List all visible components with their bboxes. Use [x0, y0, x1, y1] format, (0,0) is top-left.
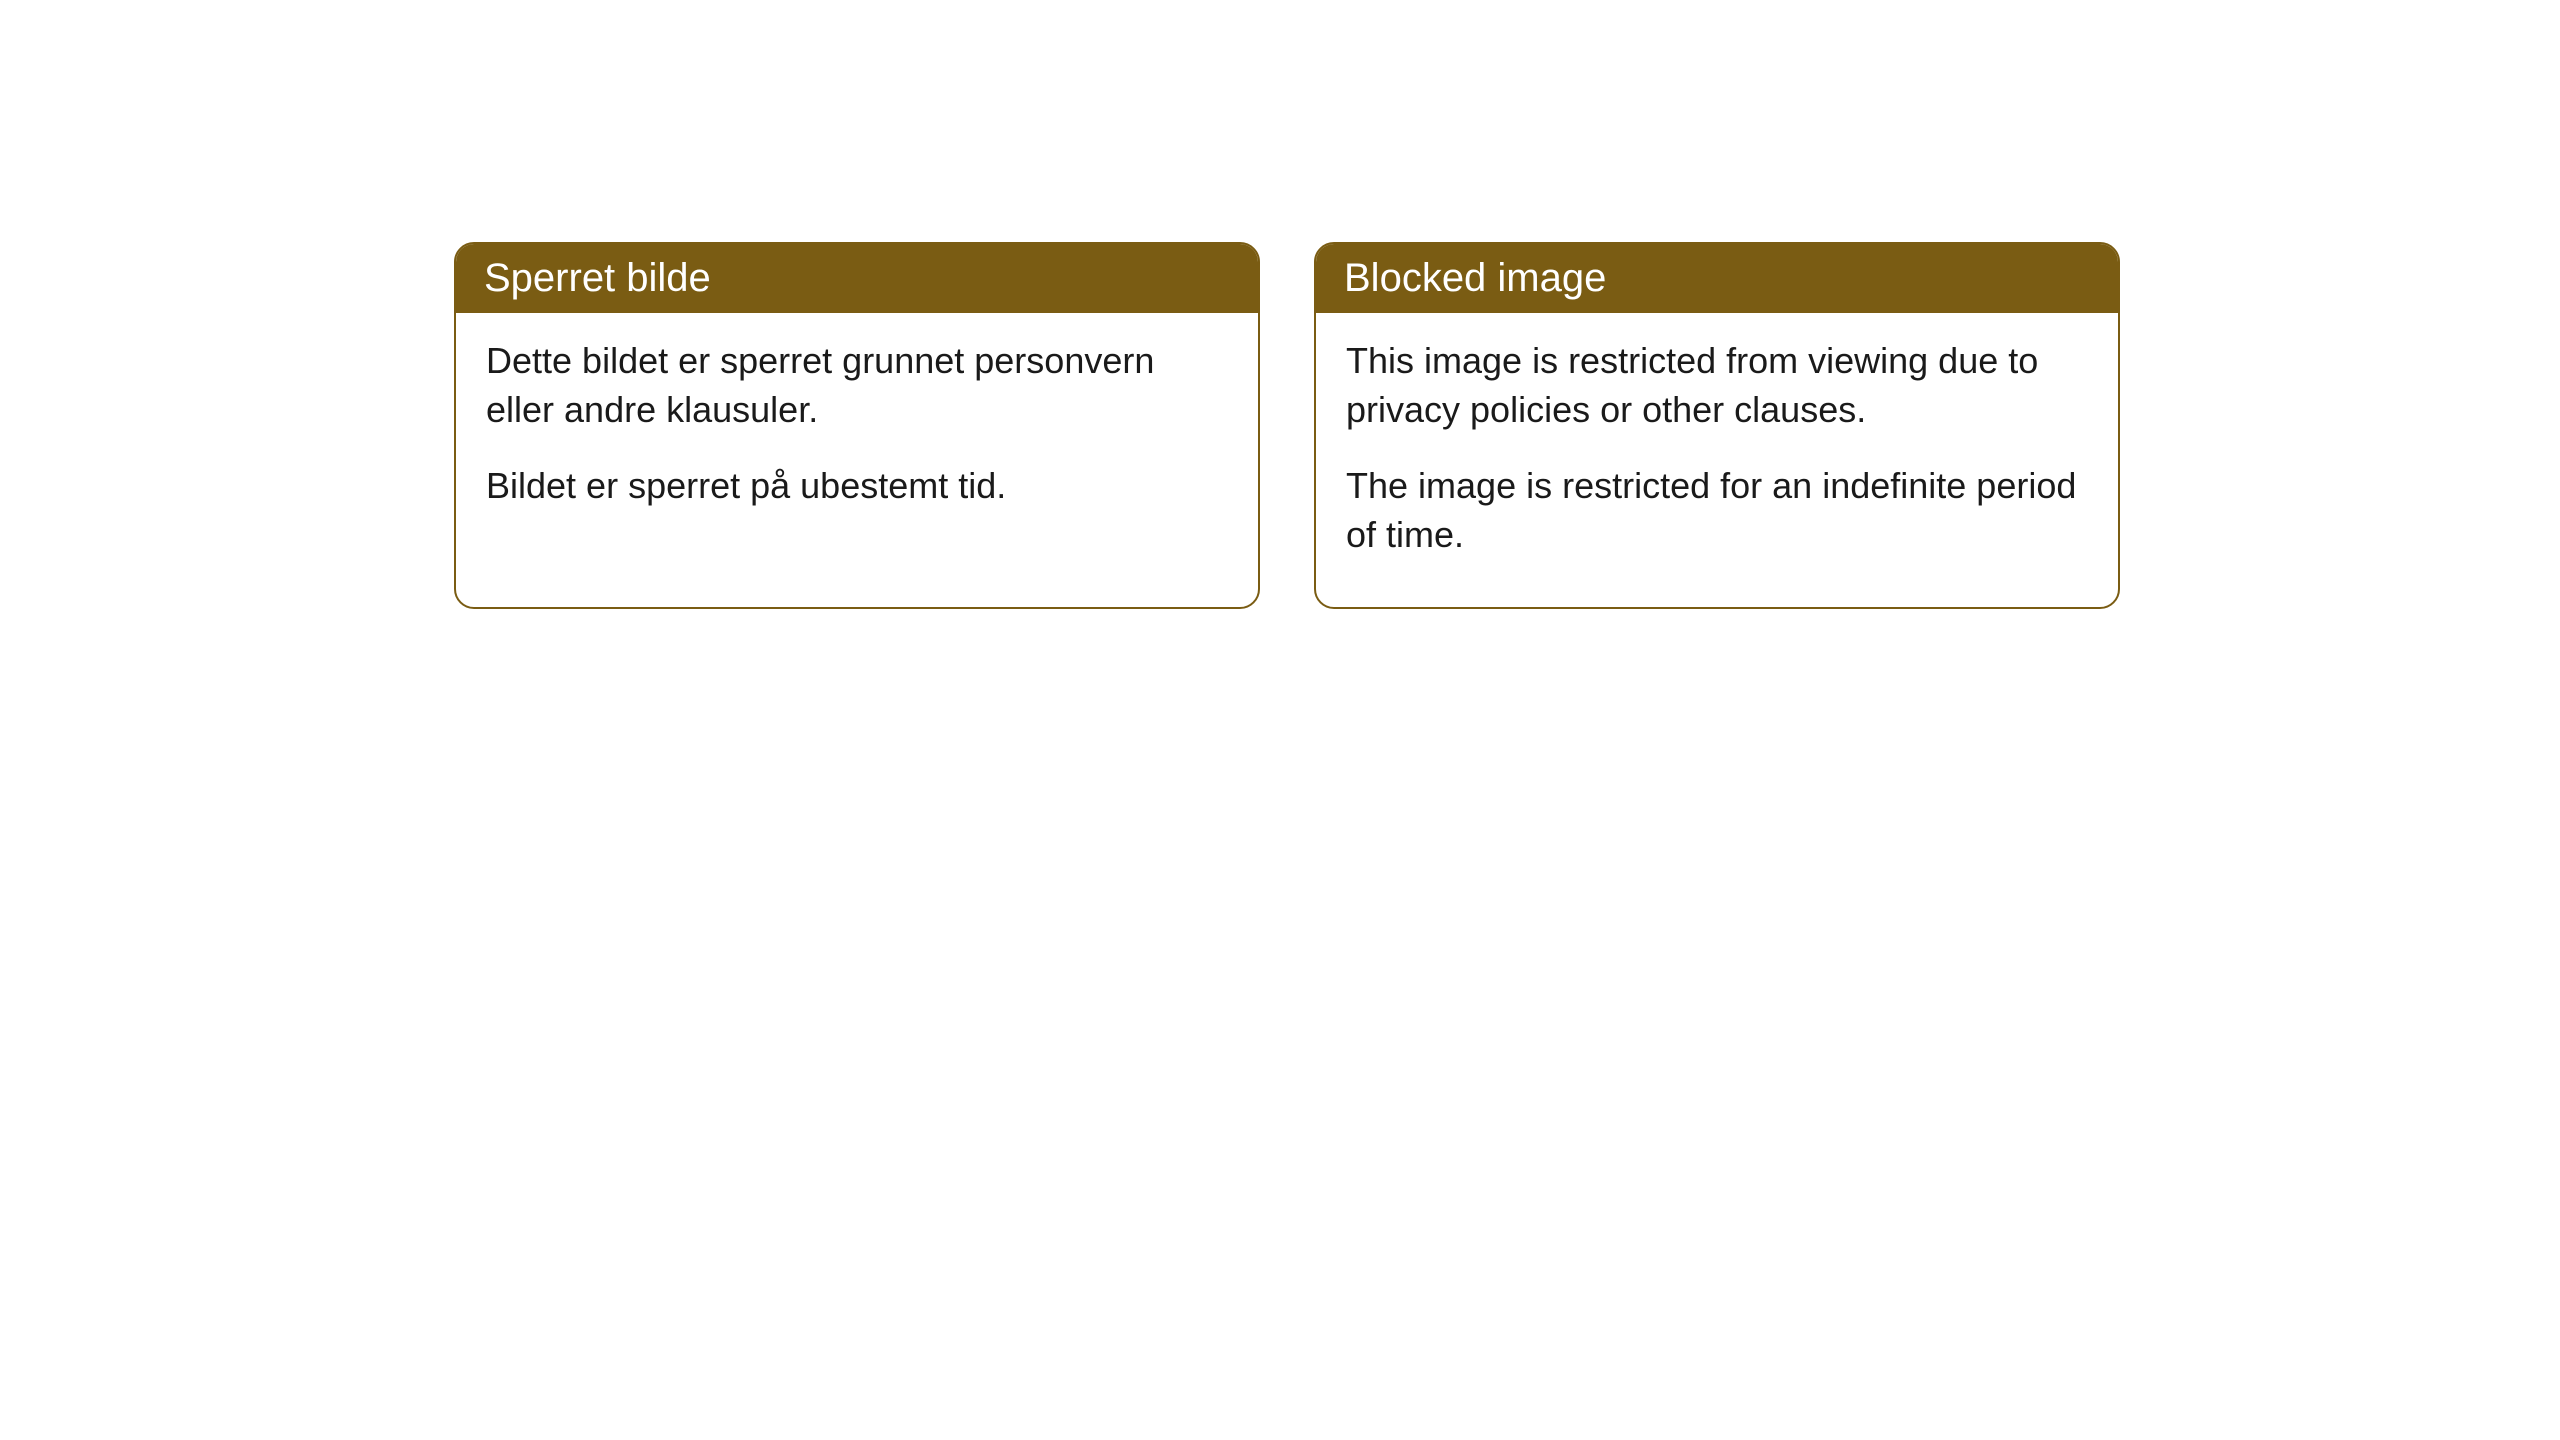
card-header: Sperret bilde	[456, 244, 1258, 313]
card-title: Blocked image	[1344, 256, 1606, 300]
card-body: This image is restricted from viewing du…	[1316, 313, 2118, 607]
notice-container: Sperret bilde Dette bildet er sperret gr…	[454, 242, 2120, 609]
card-body: Dette bildet er sperret grunnet personve…	[456, 313, 1258, 559]
card-paragraph-1: Dette bildet er sperret grunnet personve…	[486, 337, 1228, 434]
notice-card-norwegian: Sperret bilde Dette bildet er sperret gr…	[454, 242, 1260, 609]
card-paragraph-2: The image is restricted for an indefinit…	[1346, 462, 2088, 559]
card-title: Sperret bilde	[484, 256, 711, 300]
card-paragraph-1: This image is restricted from viewing du…	[1346, 337, 2088, 434]
card-paragraph-2: Bildet er sperret på ubestemt tid.	[486, 462, 1228, 511]
card-header: Blocked image	[1316, 244, 2118, 313]
notice-card-english: Blocked image This image is restricted f…	[1314, 242, 2120, 609]
